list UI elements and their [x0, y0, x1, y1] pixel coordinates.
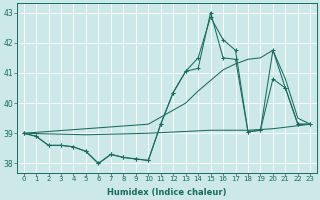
- X-axis label: Humidex (Indice chaleur): Humidex (Indice chaleur): [107, 188, 227, 197]
